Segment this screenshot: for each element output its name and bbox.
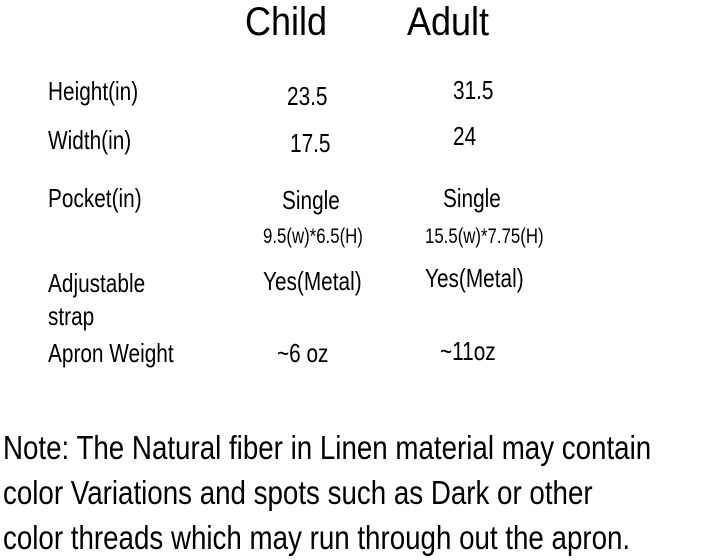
row-label-adjustable-strap: Adjustable strap (48, 268, 146, 331)
cell-width-child: 17.5 (290, 128, 331, 158)
cell-pocket-adult: Single (443, 183, 501, 213)
column-header-child: Child (245, 0, 328, 44)
cell-strap-child: Yes(Metal) (263, 266, 362, 296)
cell-pocket-child: Single (282, 185, 340, 215)
row-label-pocket: Pocket(in) (48, 183, 142, 213)
row-label-width: Width(in) (48, 125, 132, 155)
cell-width-adult: 24 (453, 121, 477, 151)
material-note-line: color Variations and spots such as Dark … (3, 474, 593, 511)
cell-height-child: 23.5 (287, 81, 328, 111)
row-label-height: Height(in) (48, 76, 139, 106)
cell-weight-child: ~6 oz (277, 338, 329, 368)
material-note-line: Note: The Natural fiber in Linen materia… (3, 429, 652, 466)
row-label-apron-weight: Apron Weight (48, 338, 174, 368)
cell-pocket-dimensions-child: 9.5(w)*6.5(H) (263, 225, 363, 248)
material-note: Note: The Natural fiber in Linen materia… (3, 425, 651, 560)
cell-pocket-dimensions-adult: 15.5(w)*7.75(H) (425, 225, 544, 248)
material-note-line: color threads which may run through out … (3, 519, 631, 556)
column-header-adult: Adult (407, 0, 490, 44)
cell-weight-adult: ~11oz (440, 336, 496, 366)
cell-height-adult: 31.5 (453, 75, 494, 105)
cell-strap-adult: Yes(Metal) (425, 263, 524, 293)
